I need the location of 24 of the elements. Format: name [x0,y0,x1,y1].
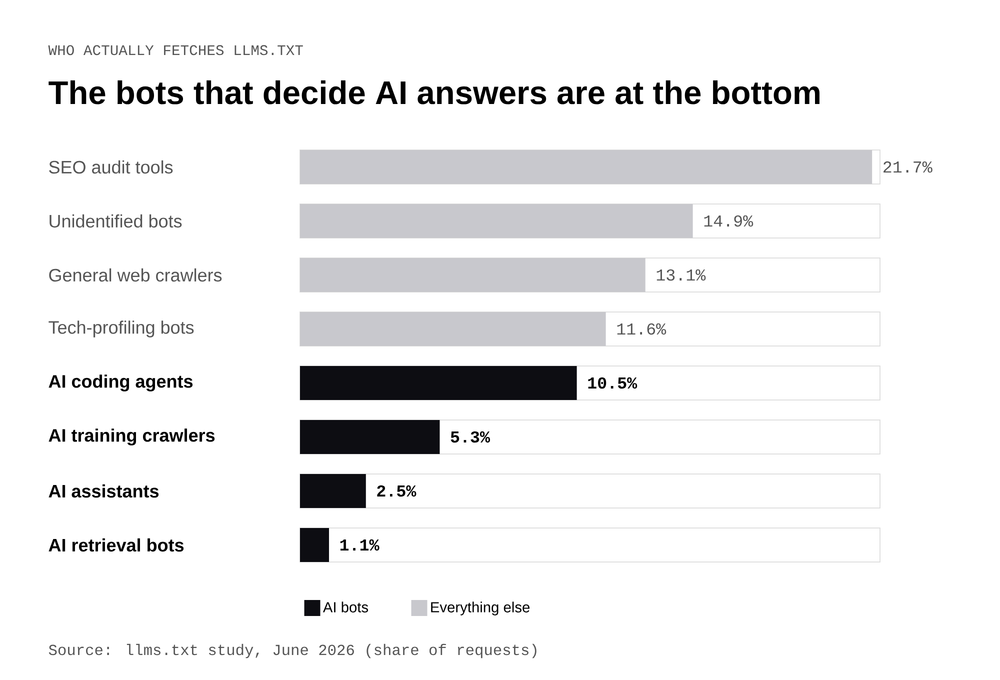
y-tick-label: General web crawlers [49,268,222,282]
data-label: 14.9% [704,215,754,227]
bar [300,474,366,508]
data-label: 10.5% [588,377,638,389]
y-tick-label: Tech-profiling bots [48,320,194,338]
legend-label: AI bots [322,602,368,612]
y-tick-label: AI retrieval bots [48,538,184,552]
y-tick-label: SEO audit tools [49,160,173,174]
data-label: 5.3% [450,431,490,443]
legend-label: Everything else [431,602,530,616]
y-tick-label: Unidentified bots [50,214,182,228]
y-tick-label: AI assistants [48,484,159,498]
chart-title: The bots that decide AI answers are at the bottom [48,80,820,104]
y-tick-label: AI coding agents [48,374,193,392]
data-label: 2.5% [377,485,416,497]
data-label: 21.7% [884,161,932,173]
y-tick-label: AI training crawlers [48,428,215,446]
data-label: 11.6% [617,323,666,335]
data-label: 13.1% [656,269,706,281]
source-note: Source: llms.txt study, June 2026 (share of requests) [48,644,536,658]
text: WHO ACTUALLY FETCHES LLMS.TXT [48,45,303,56]
bar [300,420,440,454]
data-label: 1.1% [340,539,380,551]
bar [300,528,329,562]
